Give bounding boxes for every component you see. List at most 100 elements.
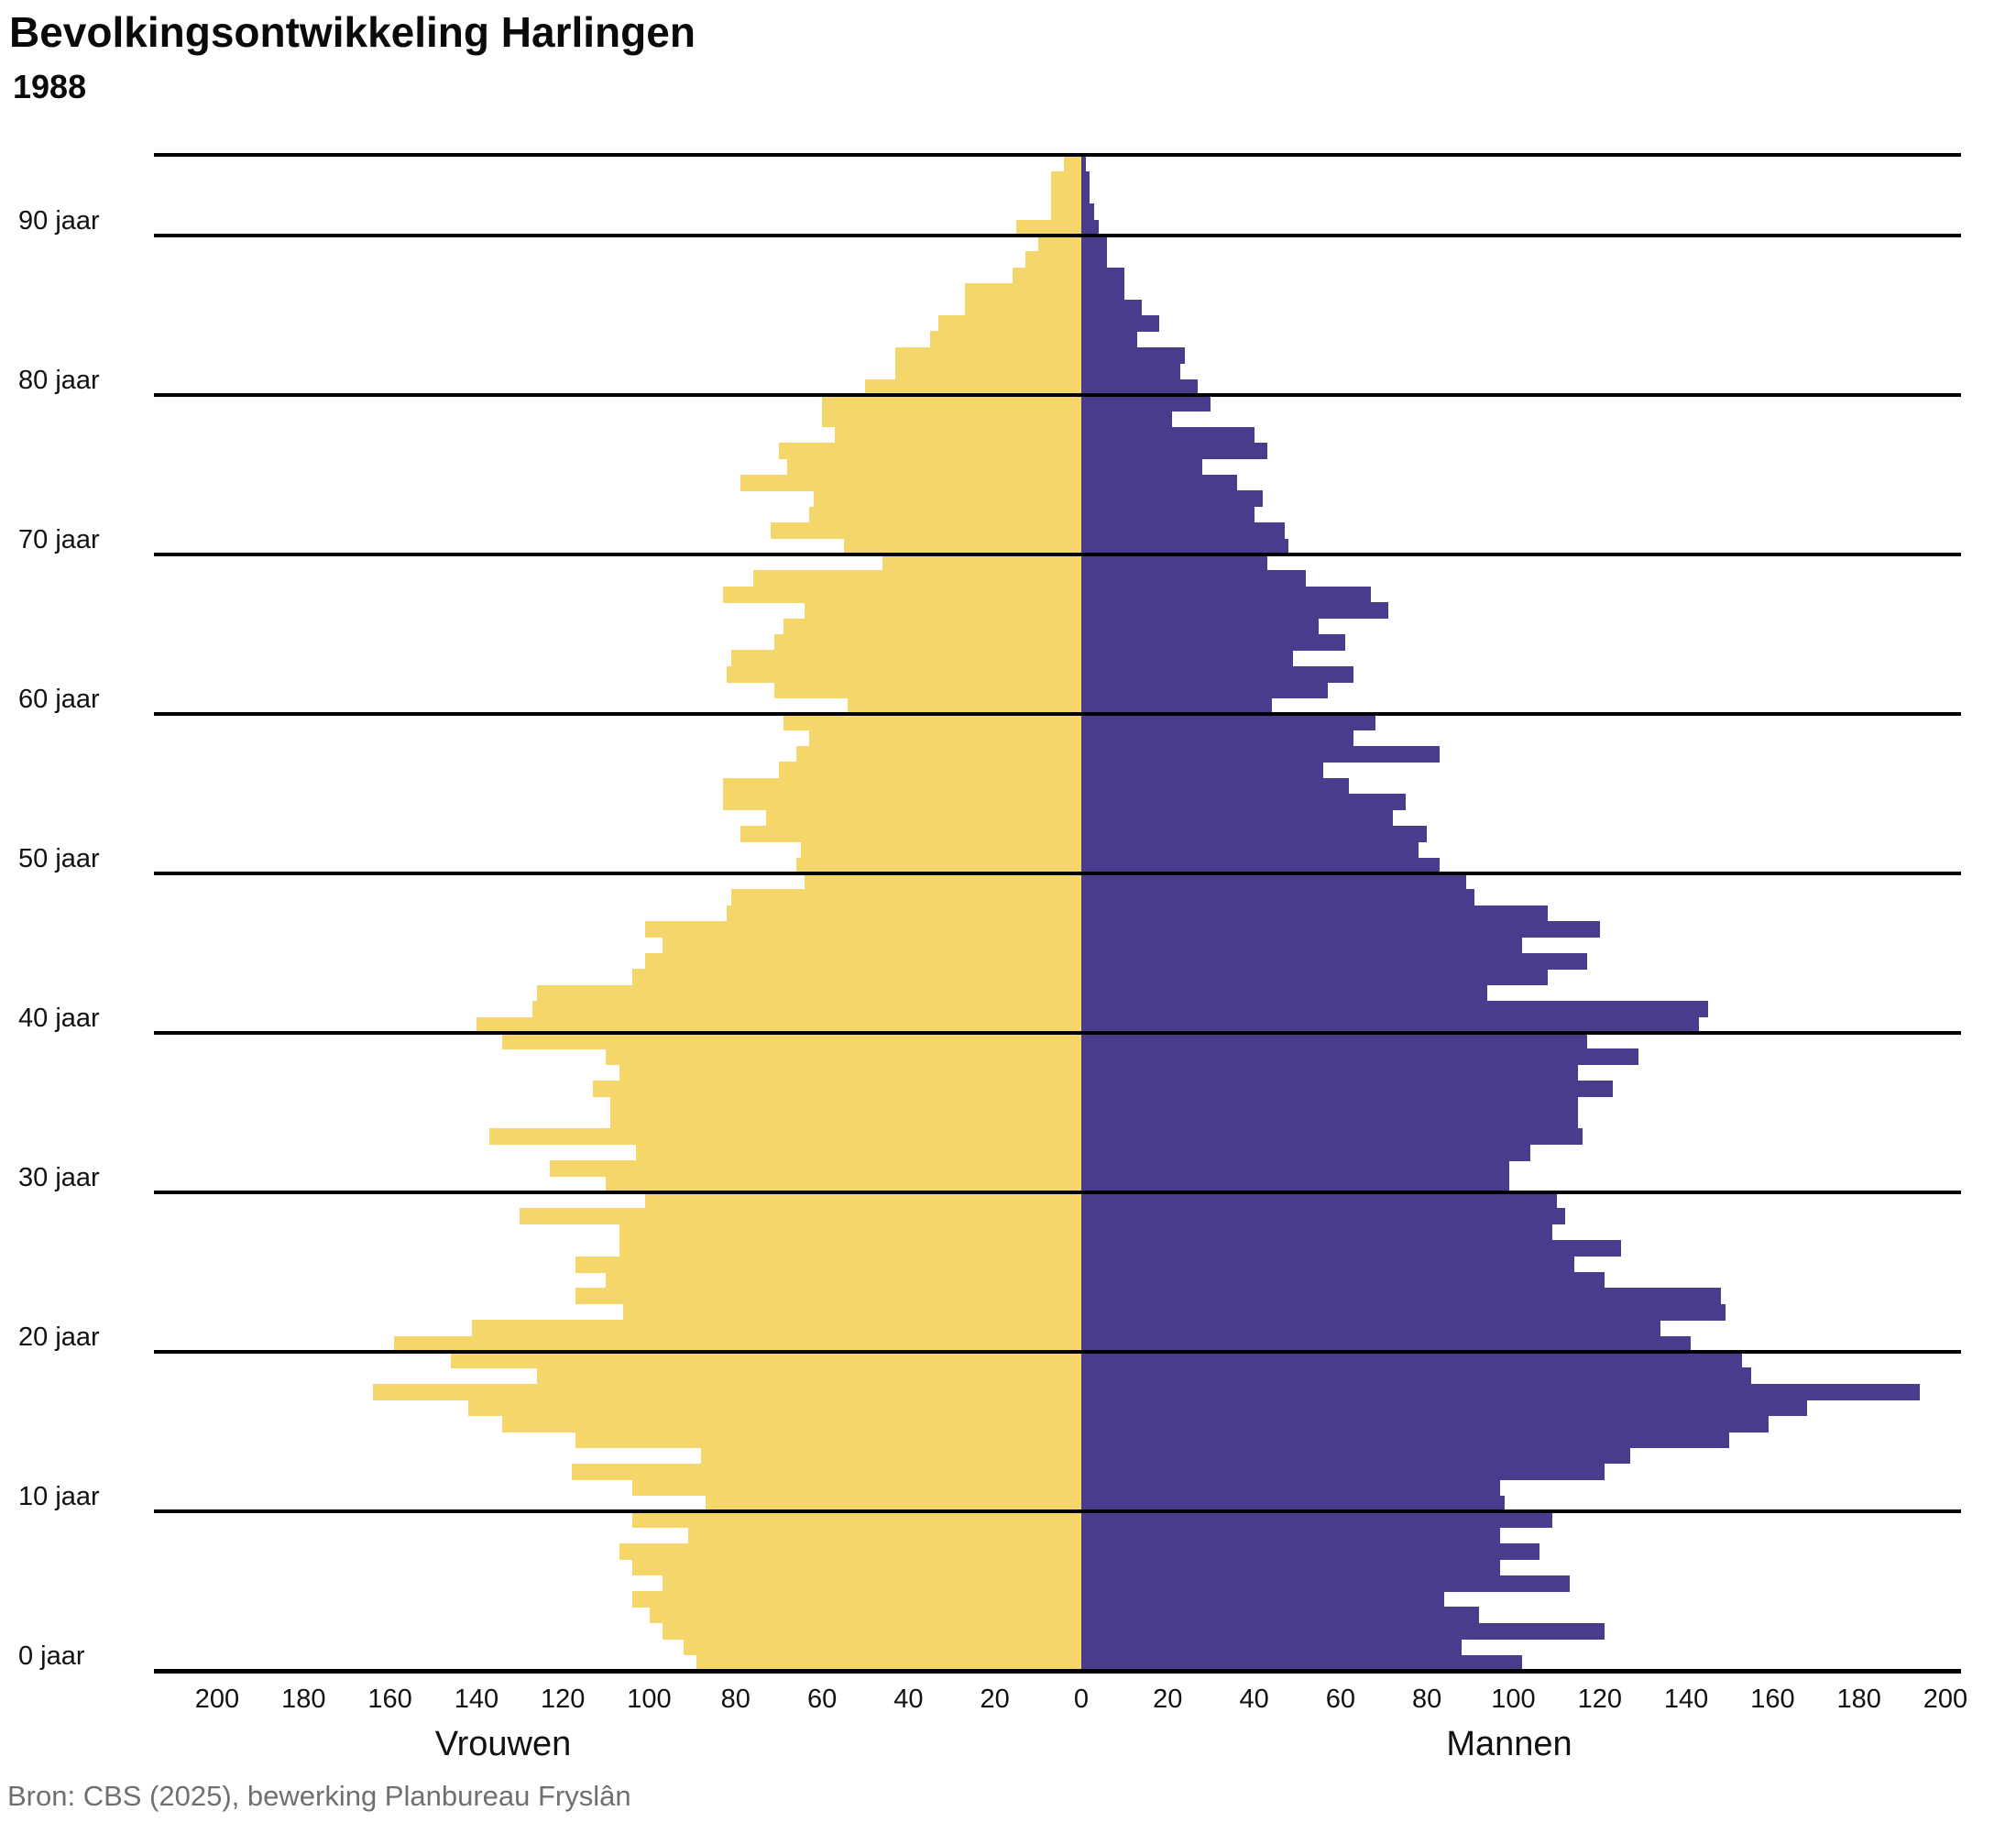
bar-mannen-age-52 xyxy=(1081,825,1428,842)
bar-vrouwen-age-35 xyxy=(610,1096,1081,1114)
bar-vrouwen-age-73 xyxy=(813,490,1081,508)
bar-vrouwen-age-25 xyxy=(575,1256,1081,1273)
bar-vrouwen-age-85 xyxy=(964,299,1081,316)
x-tick-right-100: 100 xyxy=(1491,1685,1536,1714)
bar-mannen-age-47 xyxy=(1081,905,1549,922)
bar-vrouwen-age-43 xyxy=(631,969,1081,986)
bar-mannen-age-63 xyxy=(1081,650,1293,667)
bar-vrouwen-age-7 xyxy=(619,1542,1081,1560)
bar-mannen-age-13 xyxy=(1081,1447,1630,1465)
bar-mannen-age-51 xyxy=(1081,841,1419,859)
bar-vrouwen-age-81 xyxy=(895,363,1081,380)
x-axis-right-label: Mannen xyxy=(1446,1725,1572,1763)
bar-vrouwen-age-11 xyxy=(631,1479,1081,1497)
bar-mannen-age-42 xyxy=(1081,984,1488,1002)
x-tick-right-180: 180 xyxy=(1836,1685,1881,1714)
bar-vrouwen-age-69 xyxy=(882,554,1081,571)
bar-vrouwen-age-34 xyxy=(610,1113,1081,1129)
bar-mannen-age-55 xyxy=(1081,777,1350,795)
bar-vrouwen-age-2 xyxy=(662,1622,1081,1640)
bar-mannen-age-71 xyxy=(1081,522,1285,540)
bar-vrouwen-age-52 xyxy=(740,825,1081,842)
x-tick-right-120: 120 xyxy=(1577,1685,1622,1714)
bar-mannen-age-25 xyxy=(1081,1256,1574,1273)
bar-mannen-age-14 xyxy=(1081,1432,1730,1448)
bar-mannen-age-44 xyxy=(1081,953,1587,970)
gridline-80-jaar xyxy=(154,393,1961,397)
bar-mannen-age-1 xyxy=(1081,1639,1462,1656)
bar-vrouwen-age-79 xyxy=(822,395,1081,412)
bar-mannen-age-85 xyxy=(1081,299,1142,316)
bar-vrouwen-age-37 xyxy=(619,1064,1081,1081)
bar-mannen-age-20 xyxy=(1081,1335,1691,1353)
bar-vrouwen-age-23 xyxy=(575,1288,1081,1305)
bar-vrouwen-age-32 xyxy=(636,1144,1081,1161)
bar-mannen-age-77 xyxy=(1081,426,1255,444)
bar-mannen-age-12 xyxy=(1081,1463,1605,1480)
x-tick-right-160: 160 xyxy=(1750,1685,1795,1714)
bar-mannen-age-74 xyxy=(1081,475,1237,491)
x-tick-right-140: 140 xyxy=(1663,1685,1709,1714)
bar-mannen-age-10 xyxy=(1081,1495,1506,1512)
bar-mannen-age-17 xyxy=(1081,1383,1920,1400)
bar-mannen-age-75 xyxy=(1081,458,1202,476)
gridline-50-jaar xyxy=(154,872,1961,875)
bar-mannen-age-88 xyxy=(1081,251,1108,269)
bar-vrouwen-age-47 xyxy=(727,905,1081,922)
bar-vrouwen-age-74 xyxy=(740,475,1081,491)
bar-vrouwen-age-20 xyxy=(394,1335,1081,1353)
bar-vrouwen-age-64 xyxy=(774,634,1081,651)
bar-mannen-age-92 xyxy=(1081,187,1090,204)
y-axis-label-30-jaar: 30 jaar xyxy=(18,1163,100,1192)
bar-vrouwen-age-28 xyxy=(520,1208,1081,1225)
x-axis-left-label: Vrouwen xyxy=(434,1725,572,1763)
bar-vrouwen-age-77 xyxy=(835,426,1081,444)
bar-vrouwen-age-15 xyxy=(502,1415,1081,1432)
bar-mannen-age-21 xyxy=(1081,1320,1660,1337)
bar-mannen-age-18 xyxy=(1081,1367,1751,1385)
gridline-60-jaar xyxy=(154,712,1961,716)
bar-mannen-age-76 xyxy=(1081,443,1267,460)
bar-mannen-age-28 xyxy=(1081,1208,1566,1225)
bar-vrouwen-age-27 xyxy=(619,1224,1081,1241)
x-tick-left-60: 60 xyxy=(806,1685,838,1714)
x-tick-left-160: 160 xyxy=(367,1685,412,1714)
bar-vrouwen-age-62 xyxy=(727,665,1081,683)
bar-mannen-age-57 xyxy=(1081,745,1441,763)
bar-vrouwen-age-71 xyxy=(770,522,1081,540)
bar-vrouwen-age-72 xyxy=(809,506,1081,523)
bar-mannen-age-69 xyxy=(1081,554,1267,571)
source-attribution: Bron: CBS (2025), bewerking Planbureau F… xyxy=(7,1780,631,1812)
bar-mannen-age-30 xyxy=(1081,1176,1509,1193)
bar-mannen-age-15 xyxy=(1081,1415,1769,1432)
bar-vrouwen-age-39 xyxy=(502,1033,1081,1049)
bar-mannen-age-36 xyxy=(1081,1081,1613,1098)
bar-vrouwen-age-70 xyxy=(843,538,1081,555)
bar-vrouwen-age-76 xyxy=(779,443,1082,460)
y-axis-label-90-jaar: 90 jaar xyxy=(18,206,100,236)
bar-vrouwen-age-91 xyxy=(1051,203,1081,221)
bar-mannen-age-43 xyxy=(1081,969,1549,986)
bar-mannen-age-0 xyxy=(1081,1654,1522,1672)
bar-vrouwen-age-40 xyxy=(476,1016,1081,1034)
bar-mannen-age-40 xyxy=(1081,1016,1700,1034)
bar-mannen-age-56 xyxy=(1081,762,1323,779)
x-tick-right-60: 60 xyxy=(1325,1685,1356,1714)
bar-vrouwen-age-12 xyxy=(571,1463,1081,1480)
bar-mannen-age-81 xyxy=(1081,363,1181,380)
bar-vrouwen-age-66 xyxy=(805,602,1081,620)
bar-vrouwen-age-49 xyxy=(805,873,1081,890)
y-axis-label-70-jaar: 70 jaar xyxy=(18,525,100,554)
gridline-20-jaar xyxy=(154,1350,1961,1354)
bar-vrouwen-age-31 xyxy=(550,1160,1081,1178)
bar-mannen-age-16 xyxy=(1081,1399,1808,1417)
bar-vrouwen-age-46 xyxy=(644,921,1081,938)
bar-vrouwen-age-10 xyxy=(705,1495,1081,1512)
bar-mannen-age-27 xyxy=(1081,1224,1552,1241)
bar-mannen-age-53 xyxy=(1081,809,1393,827)
plot-top-line xyxy=(154,153,1961,157)
bar-vrouwen-age-57 xyxy=(795,745,1081,763)
gridline-70-jaar xyxy=(154,553,1961,556)
